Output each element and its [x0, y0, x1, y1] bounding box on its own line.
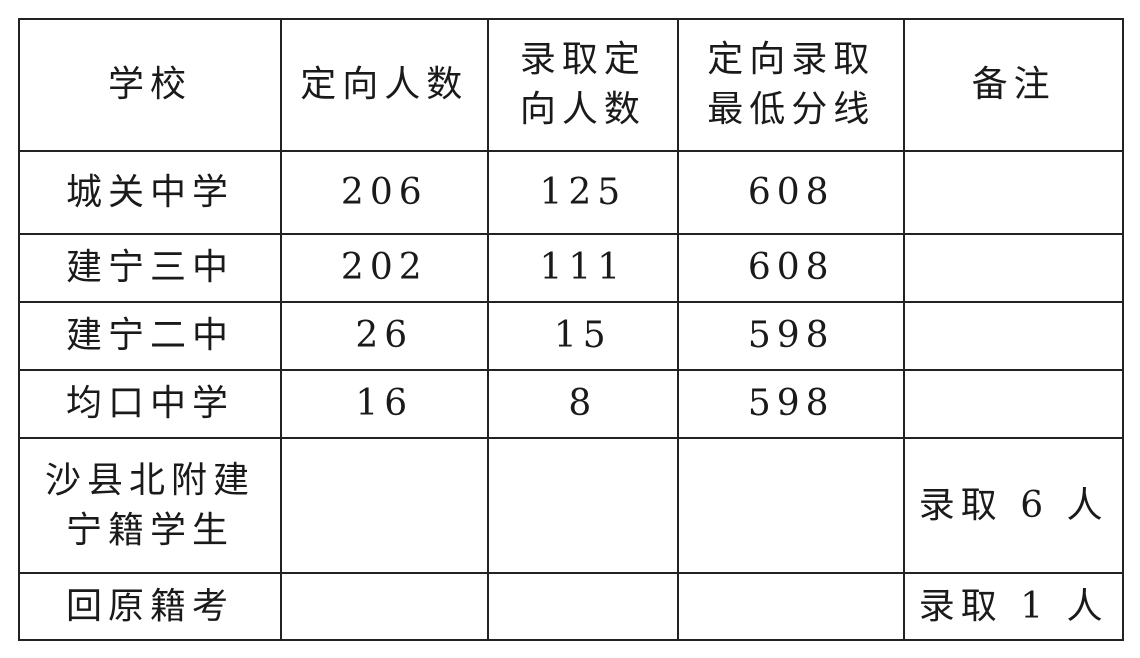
table-row: 建宁三中 202 111 608	[17, 233, 1124, 303]
table-cell: 录取 1 人	[903, 572, 1124, 641]
table-cell	[280, 437, 489, 574]
table-cell: 598	[677, 369, 906, 439]
table-cell: 608	[677, 233, 906, 303]
table-cell	[677, 572, 906, 641]
column-header: 定向人数	[280, 18, 489, 152]
table-cell	[903, 301, 1124, 371]
table-row: 建宁二中 26 15 598	[17, 301, 1124, 371]
table-cell: 沙县北附建 宁籍学生	[17, 437, 283, 574]
table-cell	[486, 437, 680, 574]
table-cell: 125	[486, 150, 680, 235]
table-cell	[677, 437, 906, 574]
table-row: 回原籍考 录取 1 人	[17, 572, 1124, 641]
table-cell: 录取 6 人	[903, 437, 1124, 574]
table-cell: 26	[280, 301, 489, 371]
table-cell	[903, 150, 1124, 235]
column-header: 学校	[17, 18, 283, 152]
column-header: 备注	[903, 18, 1124, 152]
table-cell: 建宁二中	[17, 301, 283, 371]
table-cell: 8	[486, 369, 680, 439]
table-cell	[903, 369, 1124, 439]
table-cell: 15	[486, 301, 680, 371]
table-cell: 608	[677, 150, 906, 235]
column-header: 定向录取 最低分线	[677, 18, 906, 152]
table-cell: 16	[280, 369, 489, 439]
table-cell: 206	[280, 150, 489, 235]
table-cell: 建宁三中	[17, 233, 283, 303]
table-cell	[903, 233, 1124, 303]
table-cell: 202	[280, 233, 489, 303]
table-cell	[486, 572, 680, 641]
table-cell: 城关中学	[17, 150, 283, 235]
table-row: 城关中学 206 125 608	[17, 150, 1124, 235]
header-row: 学校 定向人数 录取定 向人数 定向录取 最低分线 备注	[17, 18, 1124, 152]
table-cell	[280, 572, 489, 641]
table-cell: 111	[486, 233, 680, 303]
table-row: 均口中学 16 8 598	[17, 369, 1124, 439]
table-cell: 均口中学	[17, 369, 283, 439]
table-cell: 598	[677, 301, 906, 371]
column-header: 录取定 向人数	[486, 18, 680, 152]
table-cell: 回原籍考	[17, 572, 283, 641]
admission-table: 学校 定向人数 录取定 向人数 定向录取 最低分线 备注 城关中学 206 125 608 建宁三中 2…	[17, 18, 1124, 641]
table-row: 沙县北附建 宁籍学生 录取 6 人	[17, 437, 1124, 574]
